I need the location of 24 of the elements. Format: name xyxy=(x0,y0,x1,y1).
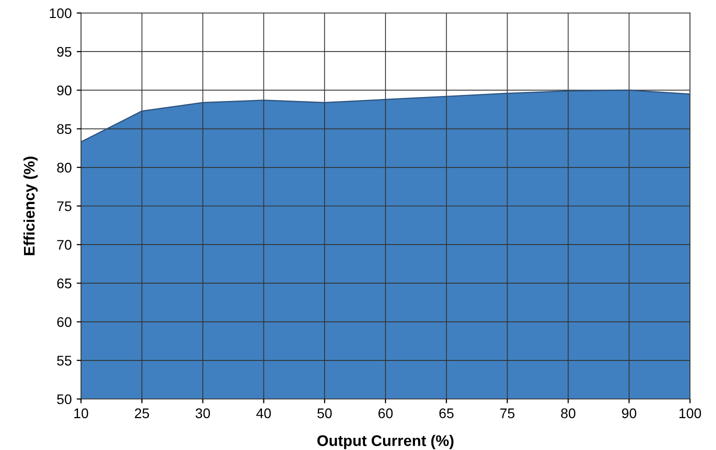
y-tick-label: 75 xyxy=(57,201,72,212)
x-tick-label: 80 xyxy=(561,408,576,418)
y-tick-label: 90 xyxy=(57,86,72,96)
x-tick-label: 25 xyxy=(134,408,150,418)
x-tick-label: 50 xyxy=(317,408,332,418)
y-tick-label: 80 xyxy=(57,162,72,173)
x-tick-label: 40 xyxy=(256,408,271,418)
y-tick-label: 50 xyxy=(57,394,72,404)
y-tick-label: 55 xyxy=(57,356,72,366)
x-tick-label: 100 xyxy=(679,408,702,418)
x-tick-label: 30 xyxy=(196,408,210,418)
x-tick-label: 60 xyxy=(378,408,393,418)
x-axis-title: Output Current (%) xyxy=(317,434,454,450)
y-tick-label: 65 xyxy=(57,278,72,288)
y-tick-label: 60 xyxy=(57,317,72,327)
x-tick-label: 75 xyxy=(500,408,514,418)
y-axis-title: Efficiency (%) xyxy=(23,156,38,256)
x-tick-label: 65 xyxy=(439,408,454,418)
y-tick-label: 95 xyxy=(57,46,72,57)
x-tick-label: 10 xyxy=(74,408,88,418)
y-tick-label: 100 xyxy=(50,8,72,18)
y-tick-label: 70 xyxy=(57,240,72,250)
x-tick-label: 90 xyxy=(622,408,636,418)
y-tick-label: 85 xyxy=(57,124,72,134)
